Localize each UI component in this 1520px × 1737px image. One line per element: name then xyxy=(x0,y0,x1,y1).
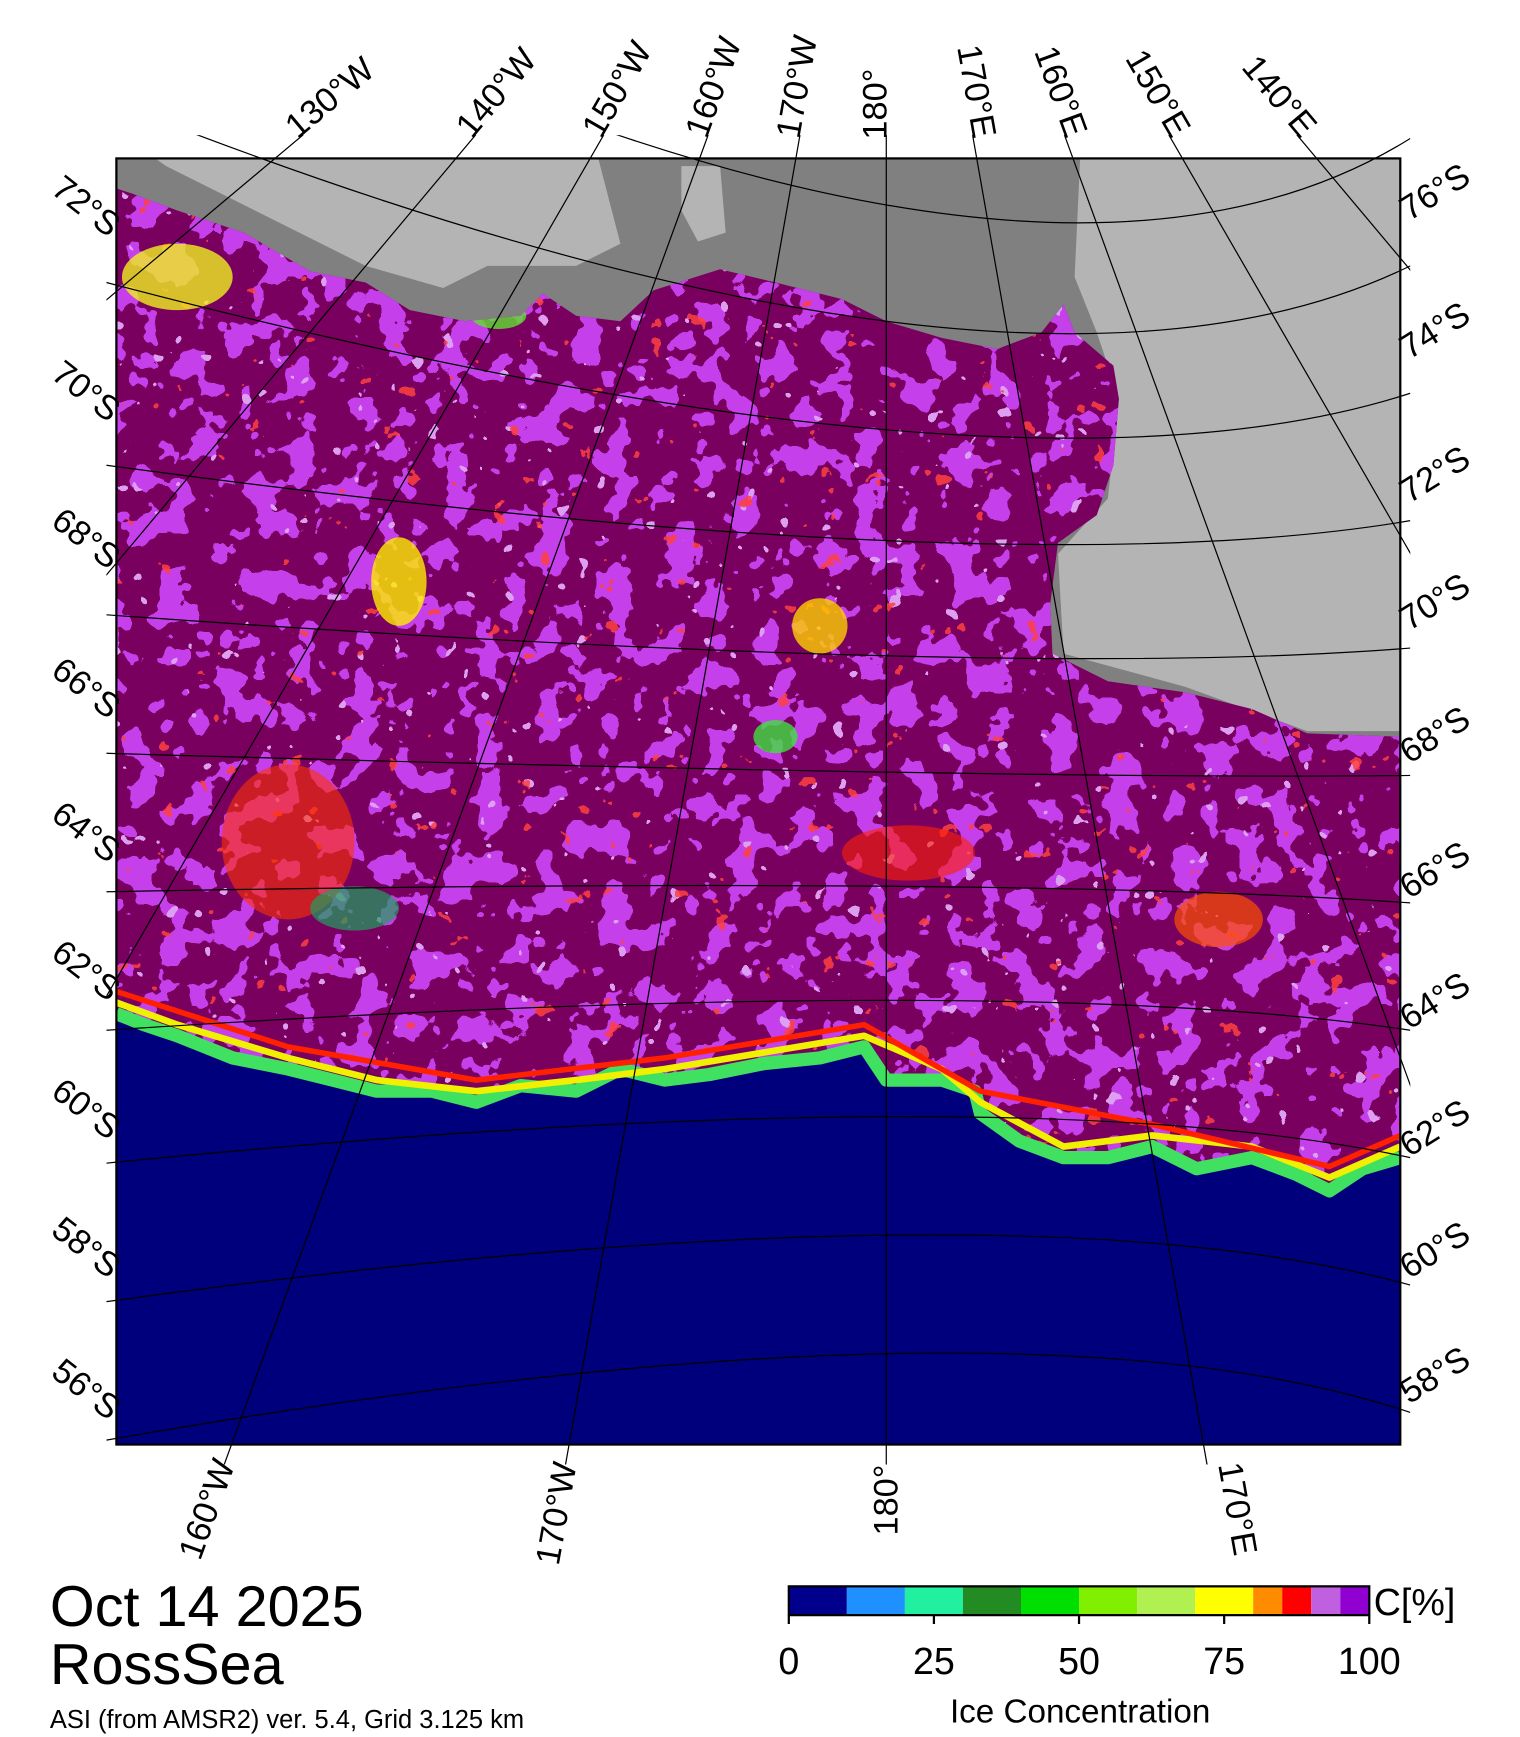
meridian xyxy=(106,135,477,576)
parallel xyxy=(616,135,1411,224)
lat-label: 68°S xyxy=(1393,699,1477,771)
colorbar-segment xyxy=(1079,1586,1138,1616)
parallel xyxy=(106,1352,1411,1441)
meridian xyxy=(106,135,605,998)
lat-label: 70°S xyxy=(1393,566,1477,638)
lon-label: 170°E xyxy=(949,42,1003,141)
lon-label: 180° xyxy=(867,1464,905,1535)
lat-label: 58°S xyxy=(1393,1340,1477,1412)
lat-label: 56°S xyxy=(45,1352,127,1428)
colorbar-segment xyxy=(1020,1586,1080,1616)
meridian xyxy=(564,135,801,1465)
meridian xyxy=(1063,135,1411,1087)
colorbar: C[%] Ice Concentration 0 25 50 75 100 xyxy=(778,1581,1455,1730)
colorbar-segment xyxy=(846,1586,905,1616)
meridian xyxy=(1168,135,1411,555)
ice-patch xyxy=(310,886,399,931)
lon-label: 170°W xyxy=(770,32,825,141)
colorbar-segment xyxy=(1282,1586,1312,1616)
colorbar-title: Ice Concentration xyxy=(950,1694,1210,1731)
colorbar-tick-label: 50 xyxy=(1058,1640,1100,1682)
parallel xyxy=(106,464,1411,546)
date: Oct 14 2025 xyxy=(50,1575,364,1639)
parallel xyxy=(106,884,1411,904)
ice-patch xyxy=(753,720,798,754)
parallel xyxy=(196,135,1411,335)
lon-label: 180° xyxy=(856,69,894,140)
land xyxy=(155,158,621,289)
colorbar-tick-label: 100 xyxy=(1338,1640,1401,1682)
lon-label: 160°E xyxy=(1026,41,1094,142)
lon-label: 170°W xyxy=(529,1459,584,1568)
ice-patch xyxy=(841,825,975,881)
colorbar-segment xyxy=(788,1586,847,1616)
ice-patch xyxy=(371,537,427,626)
lat-label: 62°S xyxy=(1393,1093,1477,1165)
lat-label: 60°S xyxy=(1393,1214,1477,1286)
lat-label: 72°S xyxy=(45,168,127,244)
colorbar-segment xyxy=(1340,1586,1370,1616)
land xyxy=(681,166,726,242)
parallel xyxy=(106,281,1411,439)
region: RossSea xyxy=(50,1633,285,1697)
lat-label: 72°S xyxy=(1393,439,1477,511)
lon-label: 140°W xyxy=(449,41,545,145)
colorbar-segment xyxy=(904,1586,963,1616)
lat-label: 62°S xyxy=(45,933,127,1009)
colorbar-tick-label: 75 xyxy=(1203,1640,1245,1682)
lat-label: 74°S xyxy=(1393,295,1477,367)
lat-label: 76°S xyxy=(1393,156,1477,228)
colorbar-segment xyxy=(1253,1586,1283,1616)
lon-label: 150°E xyxy=(1118,43,1198,143)
lon-label: 160°W xyxy=(678,32,749,143)
lat-label: 64°S xyxy=(45,794,127,870)
ice-edge xyxy=(116,1007,1401,1198)
ice-patch xyxy=(221,764,355,920)
parallel xyxy=(106,614,1411,660)
graticule xyxy=(106,135,1411,1465)
colorbar-unit: C[%] xyxy=(1374,1581,1456,1623)
source: ASI (from AMSR2) ver. 5.4, Grid 3.125 km xyxy=(50,1706,524,1734)
meridian xyxy=(972,135,1208,1465)
parallel xyxy=(106,1234,1411,1303)
colorbar-segment xyxy=(1137,1586,1196,1616)
parallel xyxy=(106,999,1411,1031)
lat-label: 60°S xyxy=(45,1071,127,1147)
map-body xyxy=(116,158,1401,1445)
ice-patch xyxy=(1174,891,1263,948)
parallel xyxy=(106,1115,1411,1164)
lat-label: 64°S xyxy=(1393,965,1477,1037)
colorbar-tick-label: 0 xyxy=(778,1640,799,1682)
land xyxy=(1057,158,1401,732)
lon-label: 170°E xyxy=(1210,1459,1264,1558)
lon-label: 130°W xyxy=(278,50,382,146)
colorbar-tick-label: 25 xyxy=(913,1640,955,1682)
lat-label: 58°S xyxy=(45,1210,127,1286)
parallel xyxy=(106,752,1411,777)
ice-patch xyxy=(792,598,848,654)
ice-edge-inner xyxy=(116,999,1401,1181)
colorbar-segment xyxy=(1311,1586,1341,1616)
meridian xyxy=(223,135,709,1465)
lon-label: 150°W xyxy=(575,35,660,144)
map-frame xyxy=(115,157,1402,1446)
lon-label: 160°W xyxy=(172,1454,243,1565)
lat-label: 66°S xyxy=(1393,834,1477,906)
ice-edge-red xyxy=(116,988,1401,1170)
colorbar-segment xyxy=(962,1586,1021,1616)
lon-label: 140°E xyxy=(1234,48,1323,144)
lat-label: 66°S xyxy=(45,650,127,726)
colorbar-segment xyxy=(1195,1586,1254,1616)
lat-label: 70°S xyxy=(45,353,127,429)
